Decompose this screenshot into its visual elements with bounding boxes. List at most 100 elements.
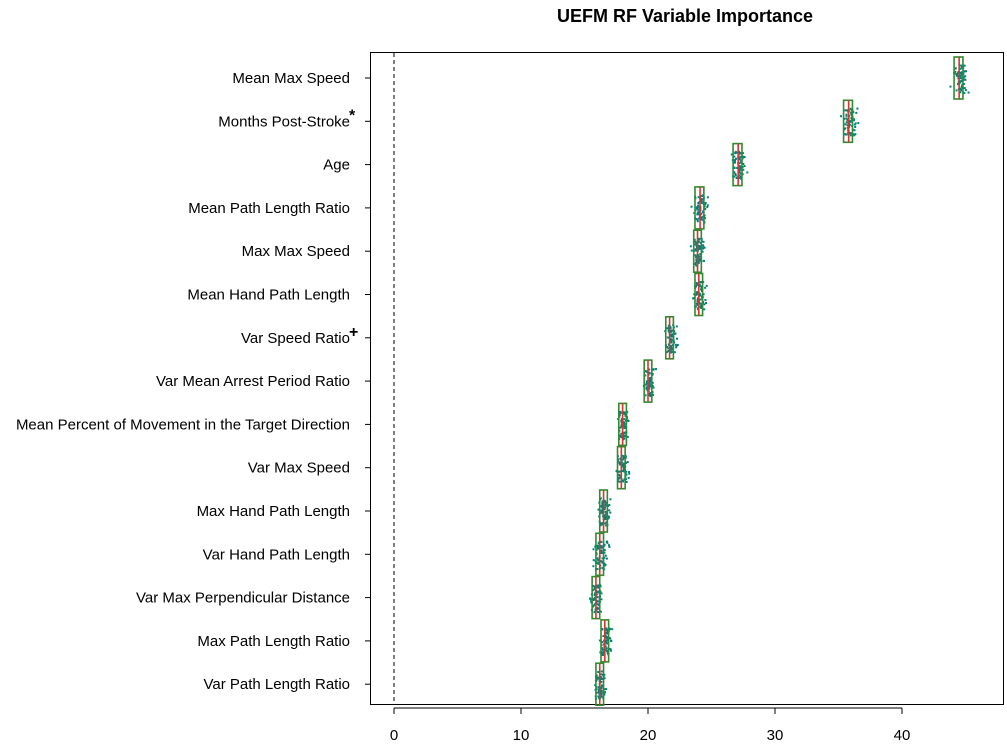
data-point [627,476,630,479]
data-point [738,171,741,174]
data-point [606,629,609,632]
data-point [669,338,672,340]
data-point [596,546,599,548]
data-point [856,107,859,110]
data-point [695,260,698,263]
data-point [848,123,851,126]
data-point [666,336,669,339]
data-point [604,645,607,648]
data-point [604,691,606,694]
data-point [949,85,952,88]
x-tick-label: 40 [894,727,911,744]
data-point [623,478,626,481]
data-point [610,639,612,642]
data-point [604,503,607,506]
data-point [602,635,605,638]
data-point [667,350,670,353]
data-point [735,157,737,160]
data-point [622,455,625,458]
data-point [703,259,705,262]
data-point [960,74,963,76]
data-point [734,174,737,177]
data-point [606,636,609,639]
data-point [608,516,611,519]
data-point [609,511,612,514]
data-point [595,593,598,596]
data-point [620,419,623,422]
data-point [733,167,736,169]
data-point [604,522,607,525]
data-point [628,472,631,475]
data-point [959,87,962,90]
data-point [702,240,705,243]
data-point [604,649,607,652]
data-point [694,240,697,243]
data-point [603,564,606,567]
data-point [651,381,654,384]
data-point [600,693,603,696]
data-point [697,255,700,258]
significance-marker: + [349,324,358,341]
data-point [618,463,621,466]
data-point [596,557,599,560]
data-point [606,632,609,635]
data-point [956,75,959,78]
data-point [670,339,673,342]
data-point [738,165,741,168]
data-point [705,284,708,287]
data-point [605,524,608,527]
data-point [669,348,672,351]
data-point [599,524,602,527]
data-point [733,160,736,163]
y-tick-label: Var Max Perpendicular Distance [136,590,350,607]
data-point [695,291,698,294]
data-point [618,461,621,464]
data-point [619,412,622,414]
data-point [849,119,852,122]
data-point [623,427,626,429]
data-point [693,238,696,241]
data-point [665,351,668,354]
data-point [703,308,706,311]
data-point [696,213,699,216]
data-point [705,302,707,304]
data-point [855,111,858,114]
data-point [609,498,612,501]
data-point [698,245,701,248]
data-point [739,161,742,164]
data-point [697,202,700,204]
data-point [617,478,620,480]
data-point [619,435,622,438]
data-point [700,198,703,201]
data-point [601,503,604,506]
data-point [600,684,603,687]
data-point [594,593,597,596]
data-point [597,508,600,511]
data-point [844,133,847,136]
data-point [645,370,648,373]
data-point [739,159,742,162]
data-point [618,480,621,483]
data-point [611,628,614,631]
data-point [608,544,610,547]
data-point [600,511,603,514]
data-point [651,372,654,375]
data-point [696,220,699,223]
data-point [597,547,600,550]
data-point [621,458,624,461]
data-point [669,350,672,353]
data-point [704,202,707,205]
data-point [623,422,626,425]
data-point [671,348,674,351]
data-point [670,334,673,337]
y-tick-label: Max Max Speed [242,243,350,260]
y-tick-label: Mean Max Speed [232,70,350,87]
data-point [670,345,673,348]
data-point [954,67,957,70]
data-point [704,217,707,220]
data-point [743,156,746,159]
data-point [740,172,742,175]
data-point [697,196,700,199]
data-point [697,208,700,211]
x-tick-label: 30 [767,727,784,744]
